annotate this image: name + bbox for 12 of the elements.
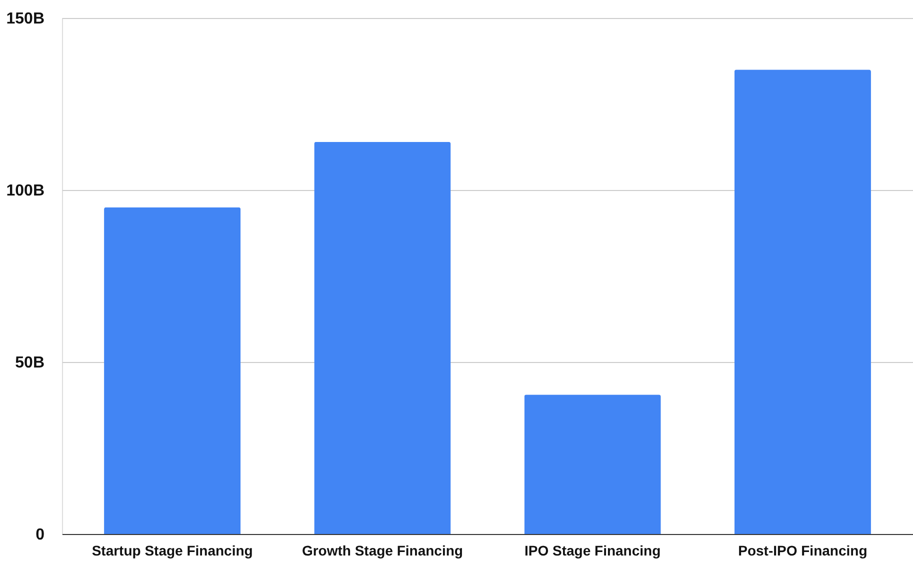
y-tick-label: 50B [15,354,44,372]
x-tick-label: Post-IPO Financing [738,542,868,558]
bar [314,142,451,534]
y-tick-label: 100B [6,182,44,200]
bar [524,394,661,534]
y-tick-label: 0 [36,526,45,544]
x-tick-label: Growth Stage Financing [302,542,463,558]
bar [104,207,241,534]
bar [734,70,871,534]
x-tick-label: IPO Stage Financing [524,542,661,558]
y-tick-label: 150B [6,10,44,28]
x-tick-label: Startup Stage Financing [92,542,253,558]
